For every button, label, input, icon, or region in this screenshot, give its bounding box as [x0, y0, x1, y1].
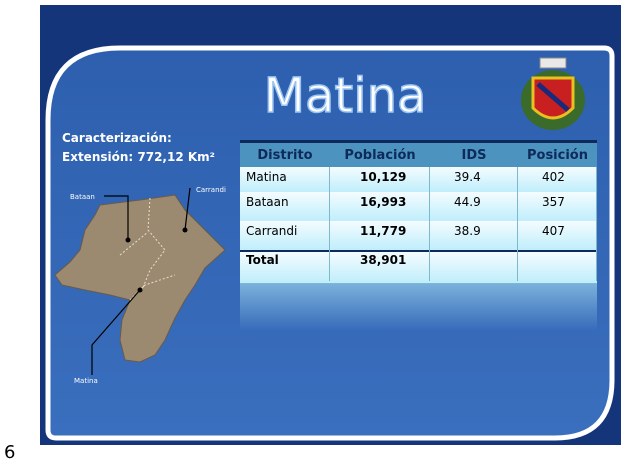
map-label: Bataan — [70, 193, 95, 201]
header-cell: Población — [344, 147, 416, 163]
table-cell: 10,129 — [330, 167, 430, 192]
marker — [182, 227, 188, 233]
map-label: Carrandi — [196, 186, 226, 194]
coat-of-arms — [521, 57, 585, 130]
table-cell: 407 — [518, 221, 597, 250]
header-cell: IDS — [461, 147, 487, 163]
table-cell: 39.4 — [430, 167, 518, 192]
marker — [137, 287, 143, 293]
map-borders — [119, 197, 176, 301]
table-cell: 16,993 — [330, 192, 430, 221]
table-cell: 357 — [518, 192, 597, 221]
table-cell: 44.9 — [430, 192, 518, 221]
table-cell: 38.9 — [430, 221, 518, 250]
table-row — [240, 167, 597, 193]
slide-title: Matina — [264, 68, 427, 124]
table-cell — [430, 250, 518, 281]
table-cell: Carrandi — [240, 221, 330, 250]
marker — [125, 237, 131, 243]
table-cell: Matina — [240, 167, 330, 192]
table-cell: 38,901 — [330, 250, 430, 281]
map-shape — [54, 194, 226, 363]
table-cell: 402 — [518, 167, 597, 192]
table-row — [240, 221, 597, 251]
table-row — [240, 192, 597, 222]
table-row — [240, 250, 597, 284]
table-cell — [518, 250, 597, 281]
header-cell: Distrito — [257, 147, 313, 163]
table-cell: Total — [240, 250, 330, 281]
map-label: Matina — [74, 377, 98, 385]
slide-number: 6 — [4, 442, 15, 459]
table-cell: 11,779 — [330, 221, 430, 250]
table-top-rule — [240, 140, 597, 143]
table-header-bg — [240, 143, 597, 167]
table-reflection — [240, 281, 597, 331]
leader-lines — [91, 187, 191, 375]
table-cell: Bataan — [240, 192, 330, 221]
caption-line: Caracterización: — [62, 131, 172, 145]
header-cell: Posición — [526, 147, 588, 163]
caption-line: Extensión: 772,12 Km² — [62, 150, 215, 164]
